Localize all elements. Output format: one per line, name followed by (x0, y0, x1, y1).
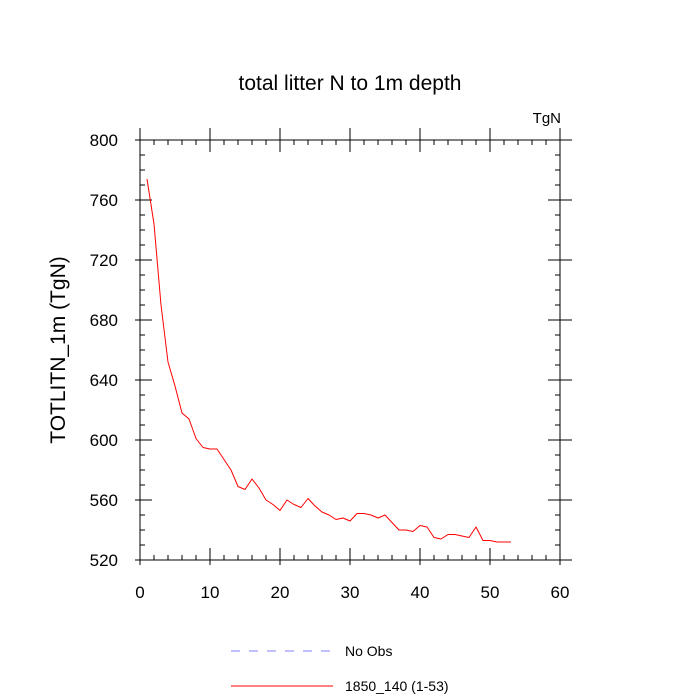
y-tick-label: 640 (90, 371, 118, 390)
chart-title: total litter N to 1m depth (239, 72, 462, 95)
y-tick-label: 760 (90, 191, 118, 210)
x-tick-label: 40 (411, 583, 430, 602)
y-axis-label: TOTLITN_1m (TgN) (47, 256, 70, 443)
y-tick-label: 560 (90, 491, 118, 510)
plot-frame (139, 139, 561, 561)
series-layer (146, 178, 511, 543)
x-tick-label: 0 (135, 583, 144, 602)
legend-label: 1850_140 (1-53) (345, 678, 449, 694)
minor-ticks (139, 139, 561, 561)
y-tick-label: 720 (90, 251, 118, 270)
series-line (146, 178, 511, 543)
x-tick-label: 50 (481, 583, 500, 602)
units-label: TgN (533, 110, 561, 127)
x-tick-label: 60 (551, 583, 570, 602)
legend: No Obs 1850_140 (1-53) (231, 643, 449, 694)
x-tick-label: 20 (271, 583, 290, 602)
x-tick-label: 30 (341, 583, 360, 602)
legend-label: No Obs (345, 643, 392, 659)
major-ticks (135, 128, 572, 565)
y-tick-label: 520 (90, 551, 118, 570)
y-tick-label: 680 (90, 311, 118, 330)
y-tick-label: 600 (90, 431, 118, 450)
x-tick-label: 10 (201, 583, 220, 602)
y-tick-label: 800 (90, 131, 118, 150)
tick-labels: 0 10 20 30 40 50 60 520 560 600 640 680 720 760 800 (90, 131, 570, 602)
